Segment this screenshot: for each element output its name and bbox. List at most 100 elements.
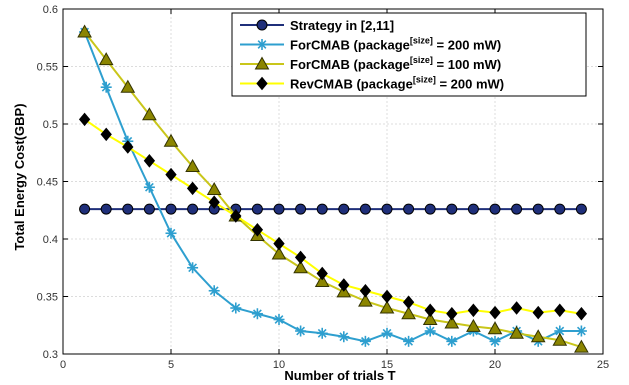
data-point [338,203,350,215]
data-point [359,283,372,298]
data-point [338,331,350,343]
data-point [575,325,587,337]
data-point [143,203,155,215]
y-tick-label: 0.55 [37,62,58,74]
legend-entry-2: ForCMAB (package[size] = 200 mW) [240,36,501,53]
point-marker [338,278,350,292]
series-4 [78,112,588,321]
data-point [489,203,501,215]
data-point [273,314,285,325]
point-marker [101,82,111,92]
legend: Strategy in [2,11] ForCMAB (package[size]… [231,12,587,97]
point-marker [422,311,438,325]
data-point [208,195,220,209]
point-marker [274,315,284,324]
point-marker [143,203,155,215]
series-layer [77,24,589,353]
point-marker [271,246,287,260]
point-marker [511,203,523,215]
point-marker [489,305,501,320]
series-line [84,118,582,315]
legend-label: Strategy in [2,11] [290,18,394,33]
point-marker [358,293,373,307]
data-point [467,303,480,318]
data-point [254,56,270,70]
point-marker [467,203,479,215]
data-point [402,295,415,310]
point-marker [294,250,307,265]
point-marker [576,326,586,336]
data-point [271,246,287,260]
data-point [142,107,157,121]
data-point [165,167,177,182]
point-marker [317,328,327,338]
data-point [165,203,177,215]
data-point [489,305,501,320]
data-point [552,332,568,346]
point-marker [186,181,199,196]
data-point [295,203,307,215]
data-point [554,203,566,215]
point-marker [256,19,268,31]
point-marker [382,328,392,338]
x-axis-label: Number of trials T [284,368,395,383]
data-point [446,306,458,321]
point-marker [120,79,136,93]
point-marker [187,203,199,215]
point-marker [554,303,566,318]
point-marker [555,326,565,336]
data-point [185,159,200,173]
data-point [100,203,112,215]
x-tick-label: 10 [273,359,285,371]
data-point [294,250,307,265]
point-marker [252,309,262,319]
data-point [381,327,393,339]
point-marker [379,300,395,314]
data-point [251,203,263,215]
point-marker [165,167,177,182]
data-point [122,203,134,215]
point-marker [122,203,134,215]
data-point [403,335,415,347]
point-marker [295,203,307,215]
data-point [403,203,415,215]
data-point [256,76,268,91]
data-point [256,19,268,31]
point-marker [230,209,242,223]
point-marker [296,326,306,336]
point-marker [316,203,328,215]
x-tick-label: 20 [489,359,501,371]
data-point [424,325,436,337]
point-marker [360,336,370,346]
legend-entry-4: RevCMAB (package[size] = 200 mW) [240,75,504,92]
data-point [316,327,328,339]
point-marker [231,303,241,313]
point-marker [100,127,112,142]
y-tick-label: 0.3 [43,349,58,361]
series-3 [77,24,589,353]
data-point [143,154,156,168]
data-point [467,203,479,215]
data-point [273,236,285,251]
series-2 [79,26,587,347]
point-marker [532,305,544,320]
data-point [230,302,242,314]
data-point [422,311,438,325]
point-marker [209,286,219,296]
point-marker [554,203,566,215]
x-tick-label: 25 [597,359,609,371]
data-point [379,300,395,314]
point-marker [77,24,92,38]
data-point [273,203,285,215]
point-marker [79,203,91,215]
point-marker [257,40,267,49]
point-marker [381,289,393,304]
data-point [574,339,589,353]
data-point [295,325,307,337]
data-point [359,203,371,215]
data-point [359,335,371,347]
data-point [424,203,436,215]
point-marker [401,306,416,320]
data-point [316,266,328,281]
